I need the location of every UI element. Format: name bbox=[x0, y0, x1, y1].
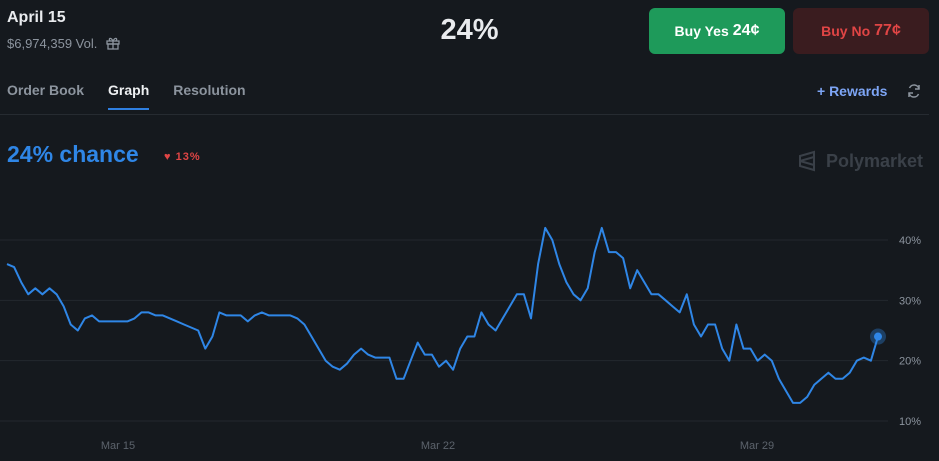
x-tick-label: Mar 15 bbox=[101, 440, 135, 452]
tab-graph[interactable]: Graph bbox=[108, 82, 150, 110]
gift-icon[interactable] bbox=[105, 35, 121, 51]
refresh-icon[interactable] bbox=[906, 83, 922, 99]
current-percent: 24% bbox=[440, 14, 499, 46]
volume-text: $6,974,359 Vol. bbox=[7, 35, 98, 51]
change-badge: ♥ 13% bbox=[164, 151, 201, 163]
buy-yes-button[interactable]: Buy Yes 24¢ bbox=[649, 8, 785, 54]
y-tick-label: 20% bbox=[899, 356, 921, 368]
tab-divider bbox=[0, 114, 929, 115]
x-tick-label: Mar 29 bbox=[740, 440, 774, 452]
tab-resolution[interactable]: Resolution bbox=[173, 82, 246, 98]
buy-no-button[interactable]: Buy No 77¢ bbox=[793, 8, 929, 54]
volume-row: $6,974,359 Vol. bbox=[7, 35, 121, 51]
last-point-marker bbox=[874, 332, 882, 341]
market-title: April 15 bbox=[7, 9, 66, 26]
y-tick-label: 40% bbox=[899, 235, 921, 247]
tab-bar: Order Book Graph Resolution bbox=[7, 82, 246, 110]
rewards-link[interactable]: + Rewards bbox=[817, 83, 888, 99]
brand-text: Polymarket bbox=[826, 150, 924, 171]
x-tick-label: Mar 22 bbox=[421, 440, 455, 452]
buy-yes-price: 24¢ bbox=[732, 22, 760, 39]
buy-no-label: Buy No bbox=[821, 23, 871, 39]
tab-order-book[interactable]: Order Book bbox=[7, 82, 85, 98]
polymarket-logo-icon bbox=[799, 150, 815, 172]
y-tick-label: 10% bbox=[899, 416, 921, 428]
price-chart: 10% 20% 30% 40% Mar 15 Mar 22 Mar 29 bbox=[0, 226, 921, 452]
chance-label: 24% chance bbox=[7, 141, 139, 167]
buy-yes-label: Buy Yes bbox=[674, 23, 729, 39]
buy-no-price: 77¢ bbox=[874, 22, 901, 39]
polymarket-watermark: Polymarket bbox=[797, 150, 923, 172]
series-line bbox=[6, 226, 879, 404]
y-tick-label: 30% bbox=[899, 295, 921, 307]
